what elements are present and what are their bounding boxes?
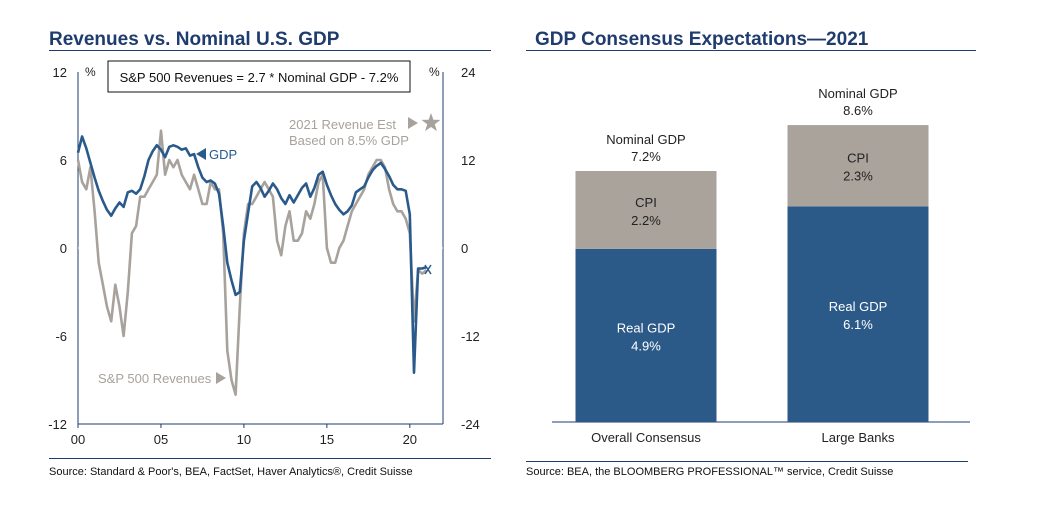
left-chart-panel: Revenues vs. Nominal U.S. GDP 12 6 0 -6 -12%… [0, 0, 500, 517]
left-source-text: Source: Standard & Poor's, BEA, FactSet,… [49, 466, 413, 478]
gdp-label-arrow [196, 148, 206, 160]
annotation-line1: 2021 Revenue Est [289, 117, 396, 132]
right-y-tick-label: -12 [461, 329, 480, 344]
s&p-series-label: S&P 500 Revenues [98, 371, 212, 386]
left-y-tick-label: 6 [60, 153, 67, 168]
left-chart-title: Revenues vs. Nominal U.S. GDP [49, 29, 340, 50]
x-tick-label: 00 [71, 432, 85, 447]
gdp-series-line [76, 135, 427, 374]
real-gdp-bar [787, 206, 929, 422]
left-title-rule [49, 50, 491, 51]
cpi-value-label: 2.3% [843, 169, 873, 184]
right-y-tick-label: 24 [461, 65, 475, 80]
left-y-tick-label: -12 [48, 417, 67, 432]
left-y-tick-label: 12 [53, 65, 67, 80]
real-gdp-name-label: Real GDP [829, 299, 888, 314]
left-y-tick-label: 0 [60, 241, 67, 256]
end-marker-icon [424, 264, 432, 275]
x-tick-label: 20 [403, 432, 417, 447]
x-tick-label: 15 [320, 432, 334, 447]
gdp-series-label: GDP [209, 147, 237, 162]
annotation-line2: Based on 8.5% GDP [289, 133, 409, 148]
category-label: Large Banks [822, 430, 895, 445]
revenues-series-line [76, 129, 428, 396]
right-title-rule [526, 50, 976, 51]
line-chart: 12 6 0 -6 -12% 24 12 0 -12 -24% 00 05 10 15 20 S&P 500 … [48, 60, 480, 447]
real-gdp-name-label: Real GDP [617, 320, 676, 335]
category-label: Overall Consensus [591, 430, 701, 445]
real-gdp-value-label: 4.9% [631, 338, 661, 353]
nominal-gdp-value-label: 7.2% [631, 149, 661, 164]
cpi-name-label: CPI [847, 151, 869, 166]
stacked-bar-chart: Real GDP 4.9% CPI 2.2% Nominal GDP 7.2% Overal… [552, 86, 970, 445]
x-tick-label: 10 [237, 432, 251, 447]
nominal-gdp-name-label: Nominal GDP [818, 86, 897, 101]
left-y-tick-label: -6 [55, 329, 67, 344]
cpi-bar [575, 171, 717, 249]
real-gdp-value-label: 6.1% [843, 317, 873, 332]
right-y-tick-label: -24 [461, 417, 480, 432]
right-y-tick-label: 12 [461, 153, 475, 168]
right-chart-panel: GDP Consensus Expectations—2021 Real GDP… [500, 0, 1044, 517]
right-chart-title: GDP Consensus Expectations—2021 [535, 29, 869, 50]
real-gdp-bar [575, 248, 717, 422]
right-source-rule [526, 461, 968, 462]
left-source-rule [49, 458, 491, 459]
right-axis-unit: % [429, 65, 440, 79]
right-source-text: Source: BEA, the BLOOMBERG PROFESSIONAL™… [526, 466, 894, 478]
equation-text: S&P 500 Revenues = 2.7 * Nominal GDP - 7… [120, 70, 399, 85]
x-tick-label: 05 [154, 432, 168, 447]
star-icon [421, 113, 441, 132]
annotation-arrow [408, 117, 418, 129]
nominal-gdp-value-label: 8.6% [843, 103, 873, 118]
cpi-bar [787, 125, 929, 207]
equation-box [107, 60, 411, 93]
cpi-value-label: 2.2% [631, 213, 661, 228]
s&p-label-arrow [216, 372, 226, 384]
nominal-gdp-name-label: Nominal GDP [606, 132, 685, 147]
right-y-tick-label: 0 [461, 241, 468, 256]
cpi-name-label: CPI [635, 195, 657, 210]
left-axis-unit: % [85, 65, 96, 79]
